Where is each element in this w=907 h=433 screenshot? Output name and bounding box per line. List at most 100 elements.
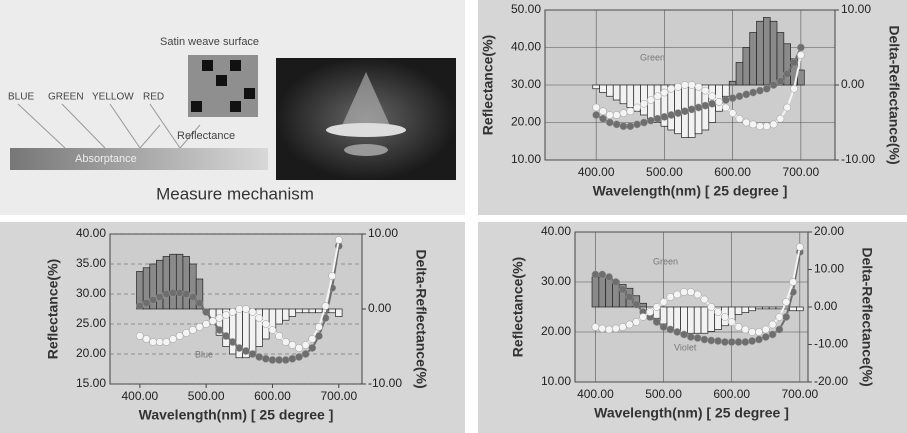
marker bbox=[686, 333, 695, 341]
y2-tick-label: -20.00 bbox=[814, 374, 848, 388]
marker bbox=[795, 243, 804, 251]
marker bbox=[315, 323, 323, 331]
y2-tick-label: -10.00 bbox=[814, 337, 848, 351]
marker bbox=[687, 81, 696, 89]
bar bbox=[328, 308, 336, 314]
y2-tick-label: 0.00 bbox=[368, 301, 392, 315]
weave-grid bbox=[188, 55, 258, 117]
marker bbox=[599, 107, 607, 116]
marker bbox=[195, 299, 204, 307]
marker bbox=[255, 314, 264, 322]
bar bbox=[700, 306, 709, 334]
marker bbox=[714, 337, 722, 345]
marker bbox=[315, 332, 323, 340]
bar bbox=[769, 20, 778, 86]
y-tick-label: 15.00 bbox=[76, 376, 106, 390]
bar bbox=[182, 256, 190, 310]
marker bbox=[700, 295, 709, 304]
marker bbox=[680, 288, 688, 296]
marker bbox=[619, 122, 628, 131]
marker bbox=[592, 103, 601, 112]
bar bbox=[680, 306, 688, 334]
marker bbox=[708, 99, 717, 108]
marker bbox=[681, 81, 689, 89]
bar bbox=[605, 278, 613, 308]
bar bbox=[169, 253, 177, 310]
marker bbox=[749, 120, 757, 129]
marker bbox=[182, 290, 191, 298]
marker bbox=[149, 296, 157, 304]
marker bbox=[281, 338, 290, 346]
marker bbox=[693, 334, 702, 342]
marker bbox=[708, 92, 717, 101]
marker bbox=[789, 278, 797, 286]
y2-tick-label: 0.00 bbox=[841, 77, 865, 91]
marker bbox=[625, 320, 634, 329]
marker bbox=[735, 114, 744, 123]
bar bbox=[639, 302, 647, 308]
color-label: BLUE bbox=[8, 92, 34, 103]
marker bbox=[707, 303, 716, 311]
marker bbox=[673, 290, 682, 299]
bar bbox=[315, 308, 323, 314]
y-tick-label: 50.00 bbox=[511, 2, 541, 16]
marker bbox=[169, 288, 177, 297]
y2-tick-label: -10.00 bbox=[368, 376, 402, 390]
y2-tick-label: -10.00 bbox=[841, 152, 875, 166]
marker bbox=[790, 58, 798, 67]
bar bbox=[619, 84, 628, 105]
marker bbox=[612, 120, 621, 129]
marker bbox=[769, 120, 778, 129]
marker bbox=[591, 270, 600, 279]
marker bbox=[687, 105, 696, 114]
y-tick-label: 40.00 bbox=[541, 224, 571, 238]
marker bbox=[694, 83, 703, 91]
chart-panel: 15.00 20.00 25.00 30.00 35.00 40.00 -10.00 0.00… bbox=[0, 222, 465, 433]
marker bbox=[632, 318, 641, 326]
marker bbox=[175, 332, 184, 340]
marker bbox=[652, 303, 661, 311]
y2-tick-label: 10.00 bbox=[841, 2, 871, 16]
bar bbox=[789, 306, 797, 312]
bar bbox=[599, 84, 607, 93]
surface-label: Satin weave surface bbox=[160, 36, 259, 48]
marker bbox=[142, 299, 151, 307]
y-tick-label: 40.00 bbox=[76, 226, 106, 240]
x-tick-label: 700.00 bbox=[781, 387, 818, 401]
bar bbox=[308, 308, 316, 314]
x-tick-label: 600.00 bbox=[714, 165, 751, 179]
x-tick-label: 400.00 bbox=[577, 387, 614, 401]
marker bbox=[612, 111, 621, 119]
bar bbox=[195, 278, 204, 310]
marker bbox=[741, 338, 750, 346]
bar bbox=[693, 306, 702, 334]
marker bbox=[189, 326, 197, 334]
bar bbox=[749, 32, 757, 86]
bar bbox=[796, 306, 804, 312]
bar bbox=[612, 84, 621, 101]
marker bbox=[783, 69, 792, 78]
marker bbox=[202, 320, 211, 328]
bar bbox=[741, 306, 750, 313]
marker bbox=[288, 341, 297, 349]
annotation: Green bbox=[640, 52, 665, 62]
bar bbox=[755, 306, 763, 310]
marker bbox=[776, 77, 785, 86]
bar bbox=[591, 276, 600, 308]
marker bbox=[228, 308, 237, 316]
chart-panel: 10.00 20.00 30.00 40.00 -20.00 -10.00 0.00 10.0… bbox=[478, 222, 907, 433]
marker bbox=[215, 314, 224, 322]
marker bbox=[700, 335, 709, 344]
caption: Measure mechanism bbox=[156, 184, 314, 203]
x-tick-label: 700.00 bbox=[320, 389, 357, 403]
marker bbox=[756, 86, 764, 95]
bar bbox=[606, 84, 614, 97]
marker bbox=[782, 298, 791, 306]
bar bbox=[275, 308, 283, 325]
marker bbox=[646, 96, 655, 104]
marker bbox=[701, 101, 710, 110]
marker bbox=[618, 285, 627, 294]
marker bbox=[195, 323, 204, 331]
y-tick-label: 30.00 bbox=[511, 77, 541, 91]
reflectance-label: Reflectance bbox=[177, 130, 235, 142]
